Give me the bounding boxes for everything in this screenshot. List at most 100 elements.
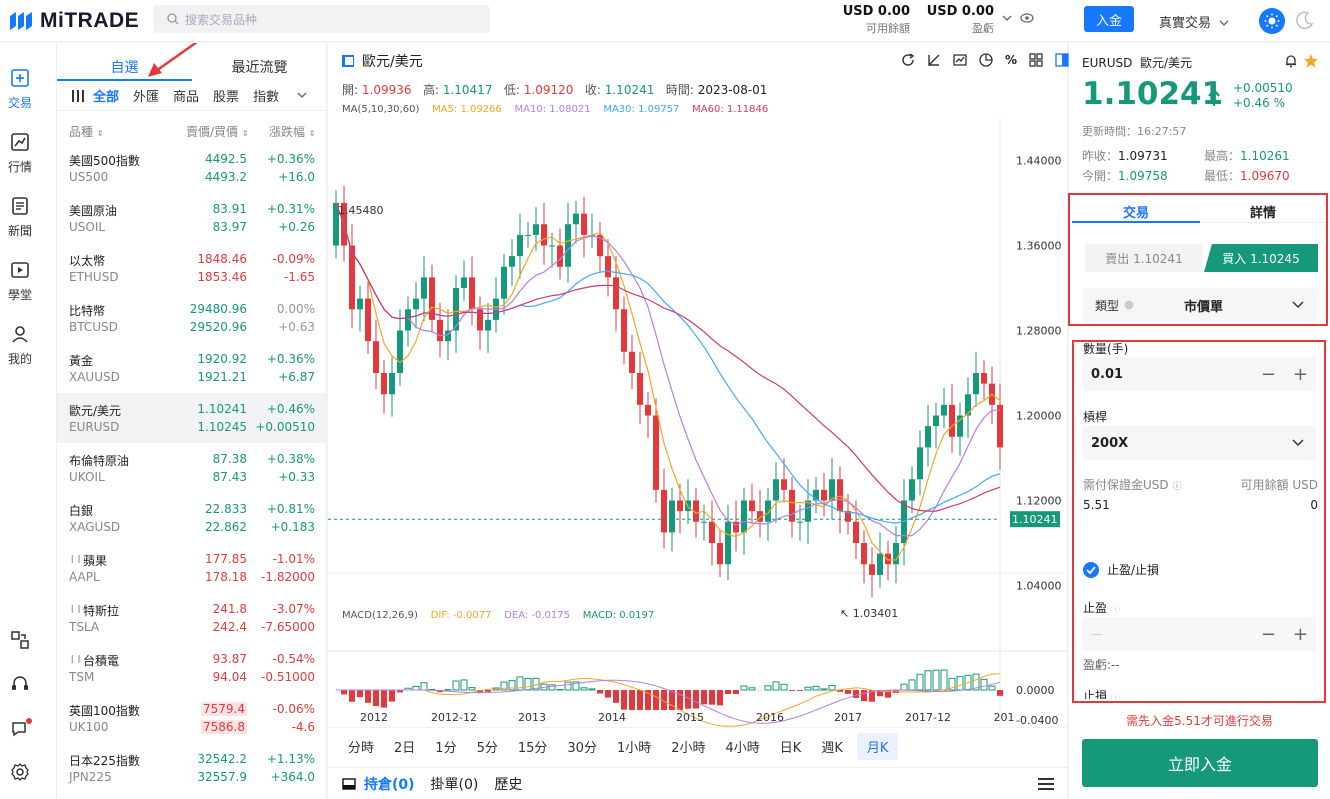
sidebar-item-news[interactable]: 新聞 (0, 196, 40, 239)
instrument-code: AAPL (69, 570, 100, 584)
timeframe-9[interactable]: 日K (779, 740, 802, 756)
deposit-now-button[interactable]: 立即入金 (1082, 739, 1318, 787)
chat-icon[interactable] (10, 718, 32, 740)
menu-icon[interactable] (1038, 777, 1054, 790)
timeframe-6[interactable]: 1小時 (616, 740, 652, 756)
x-tick-label: 2015 (676, 711, 704, 724)
leverage-select[interactable]: 200X (1083, 426, 1316, 460)
col-header-price[interactable]: 賣價/買價 ⇕ (186, 125, 249, 139)
list-item[interactable]: 比特幣 BTCUSD 29480.96 29520.96 0.00% +0.63 (57, 293, 326, 343)
change-abs: -1.82000 (261, 570, 315, 584)
category-all[interactable]: 全部 (93, 90, 120, 105)
minus-icon[interactable]: − (1260, 363, 1276, 385)
category-stocks[interactable]: 股票 (213, 90, 240, 105)
list-item[interactable]: 台積電 TSM 93.87 94.04 -0.54% -0.51000 ❙❙ (57, 643, 326, 693)
macd-bar (564, 681, 572, 691)
instrument-name: 美國500指數 (69, 154, 140, 168)
list-item[interactable]: 特斯拉 TSLA 241.8 242.4 -3.07% -7.65000 ❙❙ (57, 593, 326, 643)
panel-toggle-icon[interactable] (1055, 53, 1069, 67)
tab-trade[interactable]: 交易 (1072, 195, 1200, 223)
col-header-name[interactable]: 品種 ⇕ (69, 125, 104, 139)
dark-mode-icon[interactable] (1295, 10, 1315, 30)
candle (389, 373, 395, 395)
list-item[interactable]: 英國100指數 UK100 7579.4 7586.8 -0.06% -4.6 (57, 693, 326, 743)
list-item[interactable]: 以太幣 ETHUSD 1848.46 1853.46 -0.09% -1.65 (57, 243, 326, 293)
tpsl-checkbox[interactable]: 止盈/止損 (1083, 561, 1159, 578)
list-item[interactable]: 白銀 XAGUSD 22.833 22.862 +0.81% +0.183 (57, 493, 326, 543)
sell-button[interactable]: 賣出 1.10241 (1085, 244, 1203, 272)
list-view-icon[interactable] (71, 89, 85, 102)
search-placeholder: 搜索交易品种 (185, 12, 258, 27)
quantity-stepper[interactable]: 0.01 − + (1083, 357, 1316, 391)
search-input[interactable]: 搜索交易品种 (153, 5, 490, 33)
list-item[interactable]: 日本225指數 JPN225 32542.2 32557.9 +1.13% +364.0 (57, 743, 326, 793)
settings-gear-icon[interactable] (10, 762, 30, 782)
tab-positions[interactable]: 持倉(0) (364, 776, 415, 793)
account-type-select[interactable]: 真實交易 (1159, 12, 1229, 31)
category-commodities[interactable]: 商品 (173, 90, 200, 105)
tab-details[interactable]: 詳情 (1200, 195, 1326, 223)
chevron-down-icon[interactable] (1002, 15, 1012, 22)
copy-trade-icon[interactable] (10, 630, 30, 650)
sidebar-item-academy[interactable]: 學堂 (0, 260, 40, 303)
chevron-down-icon[interactable] (297, 92, 307, 99)
plus-icon[interactable]: + (1292, 623, 1308, 645)
macd-bar (964, 674, 972, 691)
timeframe-1[interactable]: 2日 (394, 740, 416, 756)
pie-chart-icon[interactable] (979, 53, 993, 67)
timeframe-11[interactable]: 月K (856, 732, 899, 760)
timeframe-8[interactable]: 4小時 (725, 740, 760, 756)
arrow-up-icon (1208, 89, 1220, 106)
logo[interactable]: MiTRADE (8, 8, 139, 34)
instrument-name: 以太幣 (69, 254, 106, 268)
order-type-select[interactable]: 類型 市價單 (1083, 288, 1316, 322)
refresh-icon[interactable] (901, 53, 915, 67)
list-item[interactable]: 美國原油 USOIL 83.91 83.97 +0.31% +0.26 (57, 193, 326, 243)
deposit-button[interactable]: 入金 (1084, 6, 1134, 32)
candlestick-chart[interactable]: 1.44000 1.36000 1.28000 1.20000 1.12000 1.040… (328, 118, 1068, 728)
timeframe-0[interactable]: 分時 (348, 740, 375, 756)
eye-icon[interactable] (1020, 13, 1034, 23)
take-profit-input[interactable]: — − + (1083, 617, 1316, 651)
tab-recent[interactable]: 最近流覽 (231, 60, 288, 76)
minus-icon[interactable]: − (1260, 623, 1276, 645)
list-item[interactable]: 美國500指數 US500 4492.5 4493.2 +0.36% +16.0 (57, 143, 326, 193)
draw-tool-icon[interactable] (927, 53, 941, 67)
buy-button[interactable]: 買入 1.10245 (1204, 244, 1318, 272)
macd-bar (740, 685, 748, 691)
candle (757, 511, 763, 522)
instrument-code: TSLA (69, 620, 100, 634)
timeframe-10[interactable]: 週K (821, 740, 843, 756)
list-item[interactable]: 蘋果 AAPL 177.85 178.18 -1.01% -1.82000 ❙❙ (57, 543, 326, 593)
ask-price: 1921.21 (197, 370, 247, 384)
tab-pending-orders[interactable]: 掛單(0) (430, 776, 479, 793)
support-headset-icon[interactable] (10, 674, 30, 694)
plus-icon[interactable]: + (1292, 363, 1308, 385)
tab-history[interactable]: 歷史 (494, 776, 523, 793)
grid-layout-icon[interactable] (1029, 53, 1043, 67)
timeframe-7[interactable]: 2小時 (671, 740, 706, 756)
light-mode-icon[interactable] (1259, 8, 1285, 34)
list-item[interactable]: 黃金 XAUUSD 1920.92 1921.21 +0.36% +6.87 (57, 343, 326, 393)
category-forex[interactable]: 外匯 (133, 90, 160, 105)
timeframe-3[interactable]: 5分 (476, 740, 498, 756)
bell-icon[interactable] (1284, 54, 1298, 68)
timeframe-4[interactable]: 15分 (517, 740, 548, 756)
list-item[interactable]: 布倫特原油 UKOIL 87.38 87.43 +0.38% +0.33 (57, 443, 326, 493)
percent-icon[interactable]: % (1005, 53, 1018, 67)
category-indices[interactable]: 指數 (253, 90, 280, 105)
tab-favorites[interactable]: 自選 (57, 43, 192, 81)
timeframe-5[interactable]: 30分 (567, 740, 597, 756)
sidebar-item-trade[interactable]: 交易 (0, 68, 40, 111)
col-header-change[interactable]: 漲跌幅 ⇕ (269, 125, 316, 139)
candle (421, 277, 427, 299)
bid-price: 93.87 (212, 652, 247, 666)
timeframe-2[interactable]: 1分 (435, 740, 457, 756)
indicator-icon[interactable] (953, 53, 967, 67)
sidebar-item-profile[interactable]: 我的 (0, 324, 40, 367)
ma5-line (335, 202, 1001, 561)
available-value: 0 (1310, 498, 1318, 512)
sidebar-item-market[interactable]: 行情 (0, 132, 40, 175)
list-item[interactable]: 歐元/美元 EURUSD 1.10241 1.10245 +0.46% +0.00510 (57, 393, 326, 443)
star-icon[interactable] (1303, 53, 1319, 69)
